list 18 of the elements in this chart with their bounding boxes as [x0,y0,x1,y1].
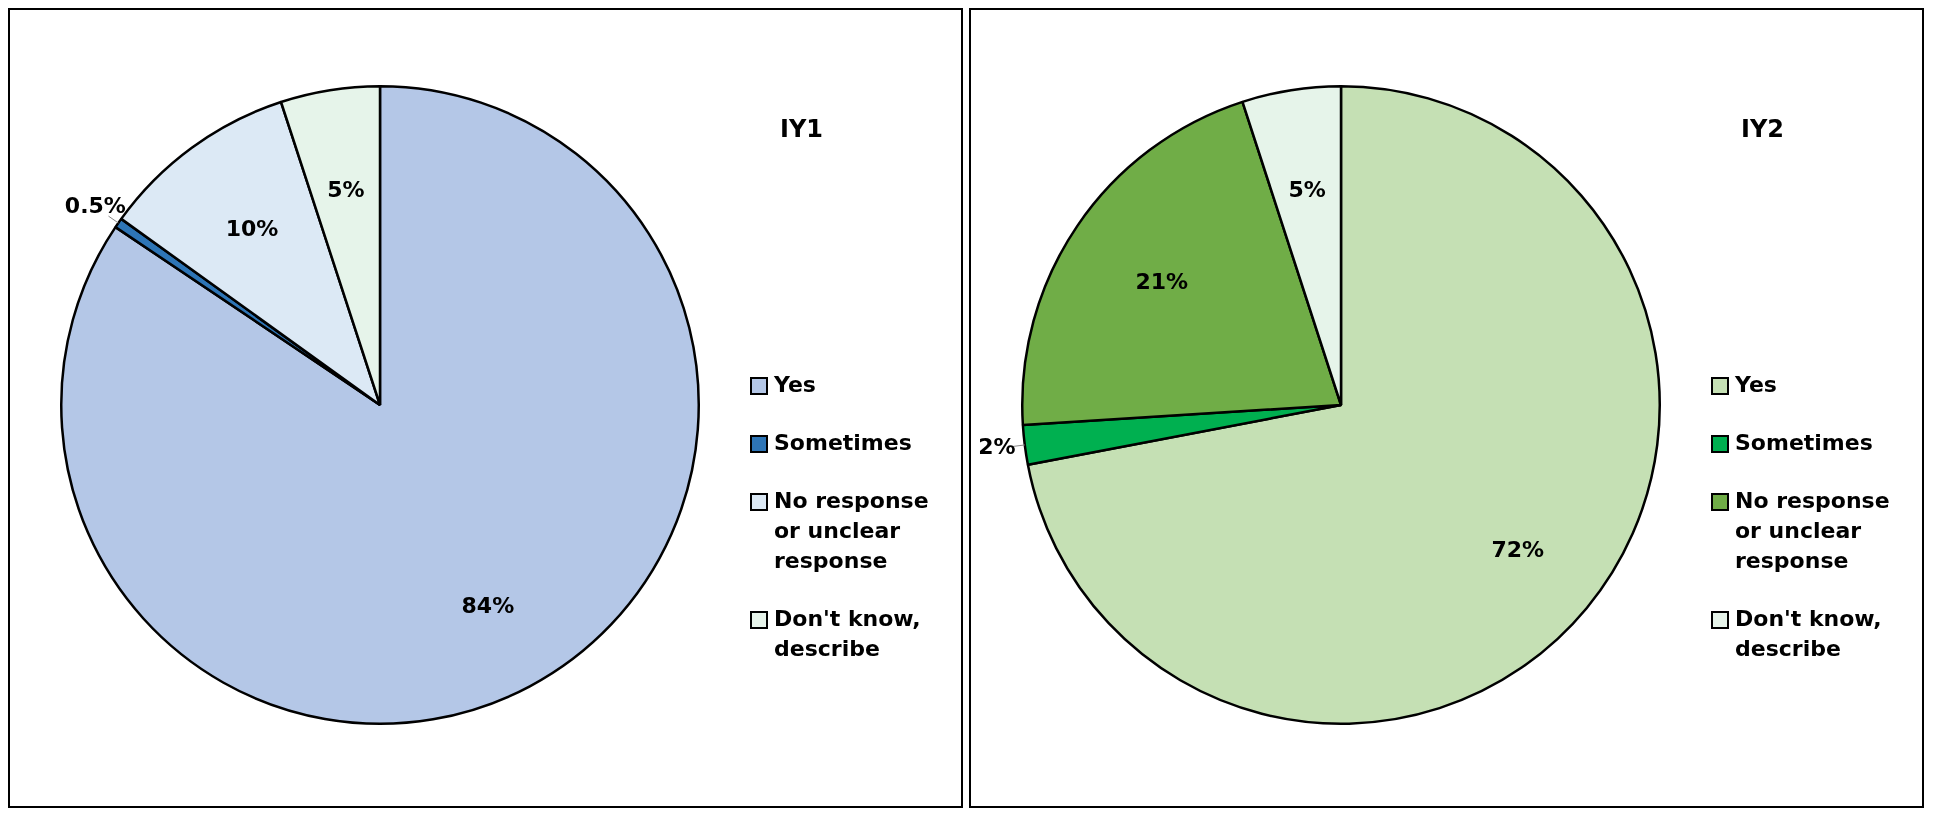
data-label: 84% [461,593,515,619]
legend-label: Sometimes [1735,429,1873,457]
legend-label: Don't know, describe [1735,605,1883,663]
data-label: 5% [327,176,365,202]
legend-label: No response or unclear response [1735,487,1891,575]
text: IY1 [780,115,824,143]
legend-label: Sometimes [774,429,912,457]
data-label: 72% [1491,537,1545,563]
legend-label: No response or unclear response [774,487,930,575]
text: IY2 [1741,115,1785,143]
data-label: 10% [225,215,279,241]
data-label: 0.5% [64,192,126,218]
data-label: 21% [1135,268,1189,294]
data-label: 2% [978,434,1016,460]
data-label: 5% [1288,176,1326,202]
legend-label: Yes [1735,371,1777,399]
legend-label: Yes [774,371,816,399]
legend-label: Don't know, describe [774,605,922,663]
